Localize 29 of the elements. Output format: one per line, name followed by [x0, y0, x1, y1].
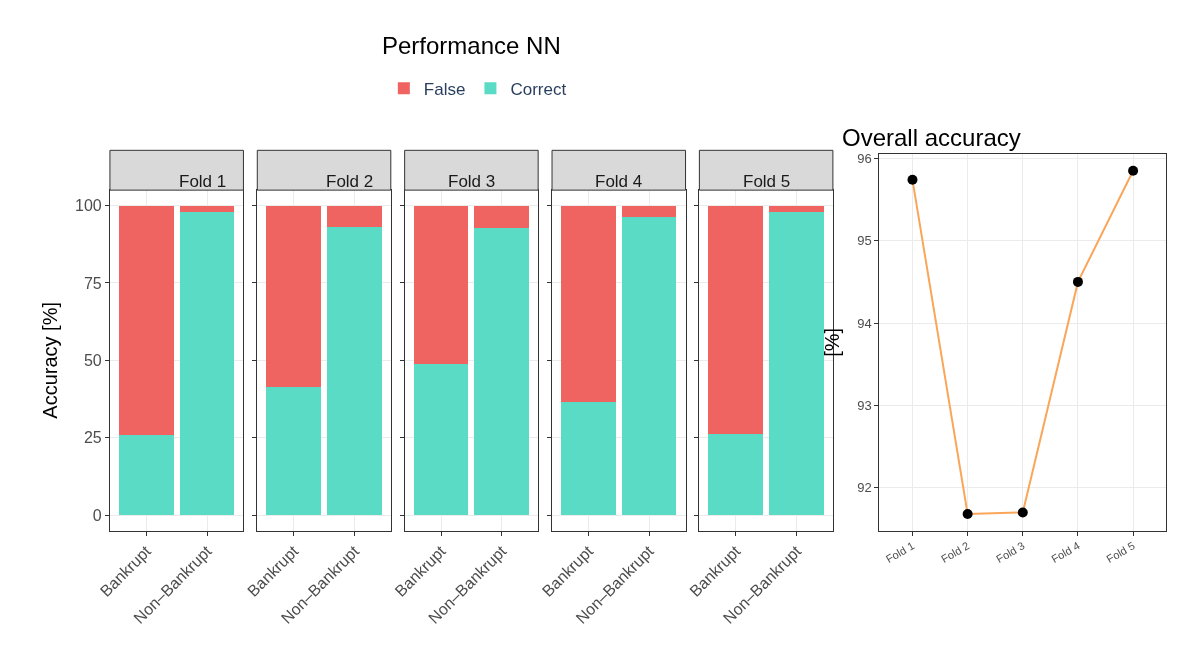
x-tick-label: Fold 3 [994, 539, 1027, 566]
legend-label: Correct [510, 79, 567, 99]
y-tick-label: 25 [83, 429, 102, 447]
y-tick-label: 100 [75, 197, 102, 215]
y-tick-label: 75 [83, 274, 102, 292]
x-tick-label: Fold 2 [938, 539, 972, 566]
chart-title: Fold 3 [448, 172, 496, 191]
x-tick-label: Fold 1 [883, 539, 917, 566]
x-tick-label: Fold 5 [1104, 539, 1137, 566]
legend-label: False [423, 79, 466, 99]
text: Performance NN [382, 32, 561, 59]
chart-title: Fold 4 [595, 172, 643, 191]
bar [119, 434, 174, 516]
chart-title: Fold 2 [326, 172, 374, 191]
x-tick-label: Fold 4 [1049, 539, 1082, 566]
y-tick-label: 0 [92, 506, 102, 524]
y-tick-label: 92 [857, 480, 872, 496]
chart-title: Fold 5 [743, 172, 791, 191]
y-tick-label: 96 [857, 150, 872, 166]
bar [119, 205, 174, 435]
chart-title: Fold 1 [179, 172, 227, 191]
y-tick-label: 93 [857, 397, 872, 413]
y-tick-label: 95 [857, 233, 872, 249]
chart-title: Overall accuracy [842, 124, 1021, 151]
bar [179, 212, 235, 516]
y-axis-title: [%] [820, 327, 843, 357]
y-axis-title: Accuracy [%] [38, 301, 61, 419]
y-tick-label: 94 [857, 315, 872, 331]
y-tick-label: 50 [83, 351, 102, 369]
